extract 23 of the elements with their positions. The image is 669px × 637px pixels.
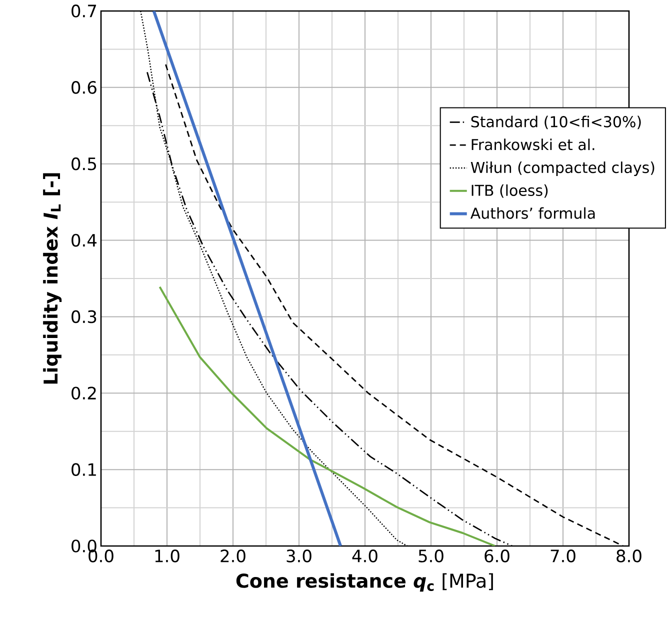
x-tick-label: 5.0 [418, 550, 444, 562]
legend-label: Authors’ formula [470, 207, 595, 219]
y-tick-label: 0.1 [72, 463, 96, 476]
x-tick-label: 4.0 [352, 550, 378, 562]
x-tick-label: 8.0 [616, 550, 642, 562]
x-tick-label: 6.0 [484, 550, 510, 562]
text: Cone resistance q$_{c}$ [MPa] [236, 573, 493, 592]
y-tick-label: 0.7 [72, 4, 96, 18]
legend-label: Wiłun (compacted clays) [470, 162, 654, 176]
x-tick-label: 2.0 [220, 550, 246, 562]
y-axis-title: Liquidity index I$_{L}$ [-] [43, 173, 62, 384]
legend-label: Standard (10<fi<30%) [471, 116, 641, 130]
legend-label: Frankowski et al. [472, 138, 594, 150]
x-tick-label: 1.0 [155, 550, 180, 562]
legend-label: ITB (loess) [472, 184, 548, 198]
y-tick-label: 0.2 [72, 386, 96, 400]
line-series [158, 286, 496, 546]
x-tick-label: 7.0 [550, 550, 576, 562]
y-tick-label: 0.5 [72, 157, 96, 170]
y-tick-label: 0.6 [72, 80, 96, 94]
x-tick-label: 3.0 [286, 550, 312, 562]
y-tick-label: 0.4 [72, 234, 97, 247]
y-tick-label: 0.3 [72, 310, 96, 324]
